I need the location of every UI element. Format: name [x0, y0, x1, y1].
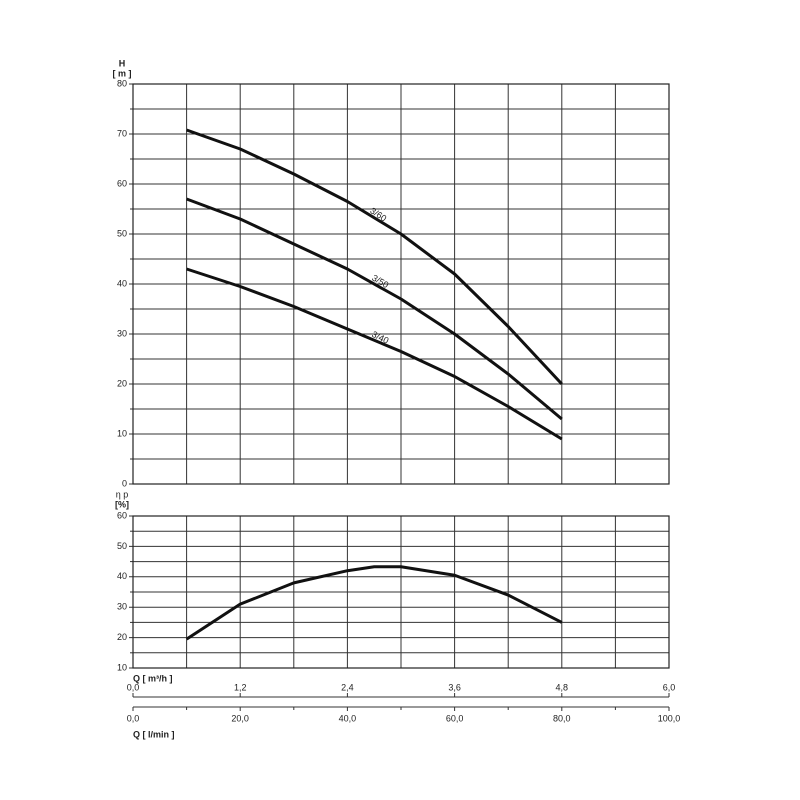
x-tick-label: 60,0 [446, 713, 464, 723]
y-label: H [119, 58, 126, 68]
y-label: η p [116, 489, 129, 499]
y-tick-label: 60 [117, 178, 127, 188]
x-tick-label: 20,0 [231, 713, 249, 723]
curve [186, 267, 563, 441]
y-tick-label: 10 [117, 662, 127, 672]
y-unit: [ m ] [113, 68, 132, 78]
y-tick-label: 30 [117, 602, 127, 612]
y-unit: [%] [115, 499, 129, 509]
x-tick-label: 100,0 [658, 713, 681, 723]
y-tick-label: 70 [117, 128, 127, 138]
x2-tick-label: 3,6 [448, 682, 461, 692]
x2-tick-label: 0,0 [127, 682, 140, 692]
x2-tick-label: 4,8 [556, 682, 569, 692]
y-tick-label: 30 [117, 328, 127, 338]
plot-frame [132, 515, 670, 669]
y-tick-label: 40 [117, 571, 127, 581]
y-tick-label: 40 [117, 278, 127, 288]
y-tick-label: 60 [117, 510, 127, 520]
curve [186, 197, 563, 421]
x-tick-label: 40,0 [339, 713, 357, 723]
y-tick-label: 20 [117, 632, 127, 642]
x-label: Q [ l/min ] [133, 729, 175, 739]
y-tick-label: 20 [117, 378, 127, 388]
x2-tick-label: 1,2 [234, 682, 247, 692]
y-tick-label: 0 [122, 478, 127, 488]
x2-tick-label: 2,4 [341, 682, 354, 692]
x-tick-label: 80,0 [553, 713, 571, 723]
curve [185, 565, 563, 641]
curve [186, 128, 563, 386]
y-tick-label: 50 [117, 228, 127, 238]
y-tick-label: 50 [117, 541, 127, 551]
plot-frame [132, 83, 670, 485]
x-tick-label: 0,0 [127, 713, 140, 723]
x2-label: Q [ m³/h ] [133, 673, 173, 683]
y-tick-label: 80 [117, 78, 127, 88]
x2-tick-label: 6,0 [663, 682, 676, 692]
y-tick-label: 10 [117, 428, 127, 438]
